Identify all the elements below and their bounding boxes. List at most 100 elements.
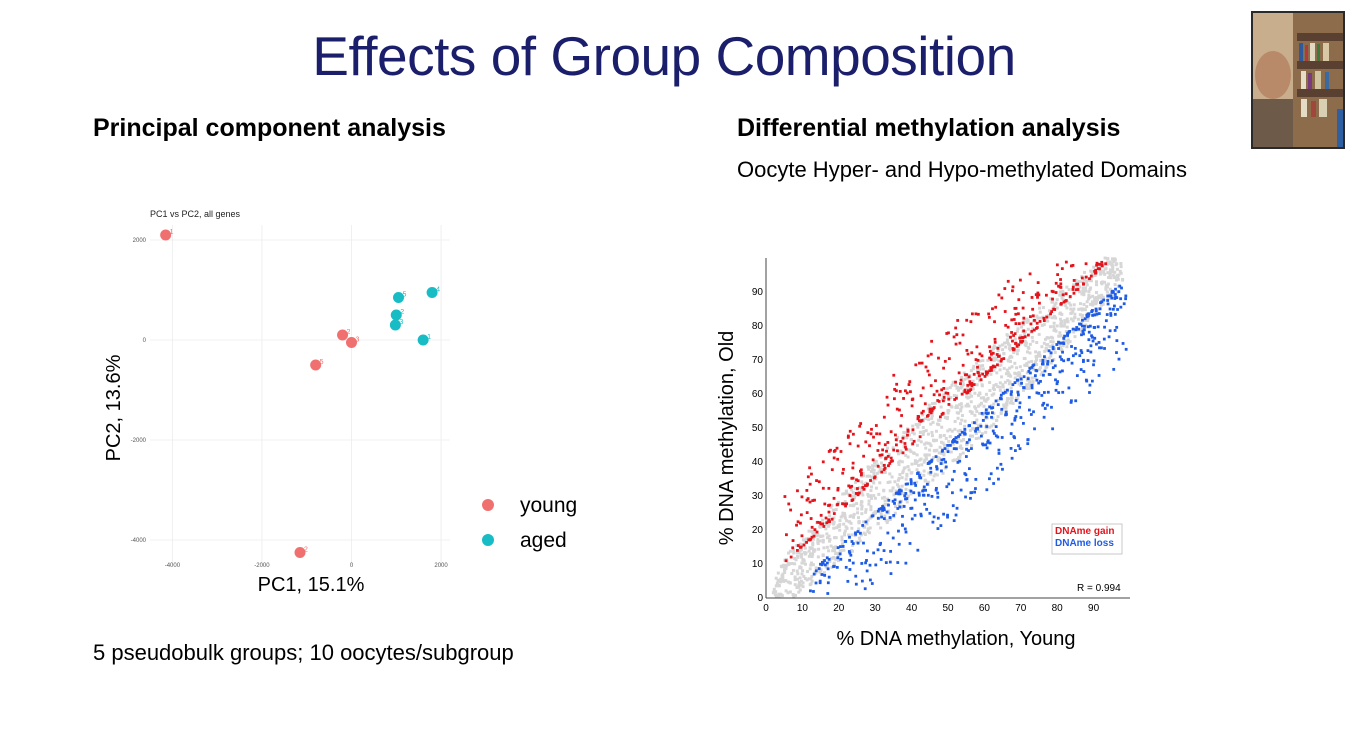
neutral-point — [1059, 324, 1063, 328]
neutral-point — [832, 516, 836, 520]
neutral-point — [829, 556, 833, 560]
dname-gain-point — [960, 392, 964, 396]
neutral-point — [1031, 327, 1035, 331]
dname-gain-point — [824, 516, 828, 520]
dname-loss-point — [814, 581, 818, 585]
dname-loss-point — [872, 551, 876, 555]
neutral-point — [960, 384, 964, 388]
dname-loss-point — [860, 579, 864, 583]
neutral-point — [975, 376, 979, 380]
dname-loss-point — [865, 549, 869, 553]
dname-loss-point — [1035, 378, 1039, 382]
neutral-point — [859, 500, 863, 504]
neutral-point — [953, 427, 957, 431]
neutral-point — [797, 585, 801, 589]
neutral-point — [931, 456, 935, 460]
neutral-point — [928, 448, 932, 452]
neutral-point — [774, 576, 778, 580]
neutral-point — [1098, 269, 1102, 273]
neutral-point — [928, 472, 932, 476]
neutral-point — [860, 490, 864, 494]
dname-loss-point — [1017, 393, 1020, 397]
dname-loss-point — [850, 540, 854, 543]
dname-loss-point — [880, 515, 883, 519]
dname-loss-point — [825, 561, 829, 565]
dm-y-tick-label: 70 — [752, 355, 764, 366]
neutral-point — [931, 402, 935, 406]
pca-chart: PC1 vs PC2, all genes -4000 -2000 0 2000 -4… — [103, 209, 577, 596]
dname-gain-point — [856, 487, 859, 490]
dname-gain-point — [808, 500, 812, 504]
neutral-point — [929, 444, 933, 448]
neutral-point — [923, 453, 927, 457]
neutral-point — [827, 539, 831, 543]
dname-loss-point — [876, 548, 880, 552]
neutral-point — [1002, 403, 1006, 407]
dname-gain-point — [929, 411, 933, 415]
dname-gain-point — [1030, 296, 1034, 299]
dname-loss-point — [952, 447, 956, 451]
neutral-point — [807, 549, 811, 553]
dname-loss-point — [1081, 318, 1084, 322]
neutral-point — [1110, 262, 1114, 266]
neutral-point — [1115, 267, 1119, 271]
dname-loss-point — [1113, 293, 1117, 296]
dname-gain-point — [976, 371, 980, 375]
neutral-point — [1039, 358, 1043, 362]
dname-loss-point — [946, 450, 950, 454]
dname-gain-point — [1029, 322, 1033, 326]
neutral-point — [869, 505, 873, 509]
dname-gain-point — [895, 407, 899, 411]
neutral-point — [804, 562, 808, 566]
neutral-point — [852, 512, 856, 516]
neutral-point — [817, 568, 821, 572]
dname-gain-point — [810, 535, 814, 539]
dname-loss-point — [1116, 308, 1119, 311]
dname-gain-point — [994, 305, 998, 309]
dname-loss-point — [921, 489, 925, 493]
dname-gain-point — [1064, 260, 1068, 264]
neutral-point — [890, 475, 894, 479]
dname-loss-point — [1030, 383, 1034, 387]
neutral-point — [1035, 363, 1039, 367]
dname-gain-point — [827, 520, 831, 524]
dname-gain-point — [1017, 298, 1021, 302]
dname-loss-point — [908, 542, 912, 545]
dm-x-tick-label: 60 — [979, 603, 991, 614]
neutral-point — [977, 430, 981, 434]
neutral-point — [829, 544, 833, 548]
neutral-point — [1022, 388, 1026, 392]
dname-gain-point — [969, 320, 973, 324]
dname-loss-point — [973, 490, 976, 494]
dname-gain-point — [961, 363, 965, 367]
dname-loss-point — [898, 488, 901, 492]
neutral-point — [825, 536, 829, 540]
neutral-point — [809, 577, 813, 581]
neutral-point — [784, 579, 788, 583]
dname-loss-point — [1027, 408, 1031, 412]
neutral-point — [1104, 283, 1108, 287]
webcam-video-thumbnail[interactable] — [1251, 11, 1345, 149]
dname-gain-point — [861, 486, 865, 489]
neutral-point — [976, 393, 980, 397]
dname-loss-point — [862, 541, 865, 545]
neutral-point — [867, 502, 871, 506]
neutral-point — [880, 461, 884, 465]
dm-legend-box: DNAme gain DNAme loss — [1051, 523, 1123, 555]
neutral-point — [869, 469, 873, 473]
neutral-point — [788, 590, 792, 594]
neutral-point — [928, 412, 932, 416]
dname-loss-point — [1042, 401, 1046, 405]
dname-gain-point — [859, 422, 863, 425]
dname-loss-point — [955, 447, 958, 451]
dname-gain-point — [917, 415, 920, 419]
dname-loss-point — [1027, 370, 1031, 373]
dname-loss-point — [1109, 314, 1113, 317]
neutral-point — [924, 455, 928, 459]
neutral-point — [1083, 308, 1087, 312]
neutral-point — [1077, 280, 1081, 284]
neutral-point — [1058, 293, 1062, 297]
neutral-point — [825, 532, 829, 536]
neutral-point — [786, 591, 790, 595]
dname-gain-point — [1058, 285, 1062, 289]
